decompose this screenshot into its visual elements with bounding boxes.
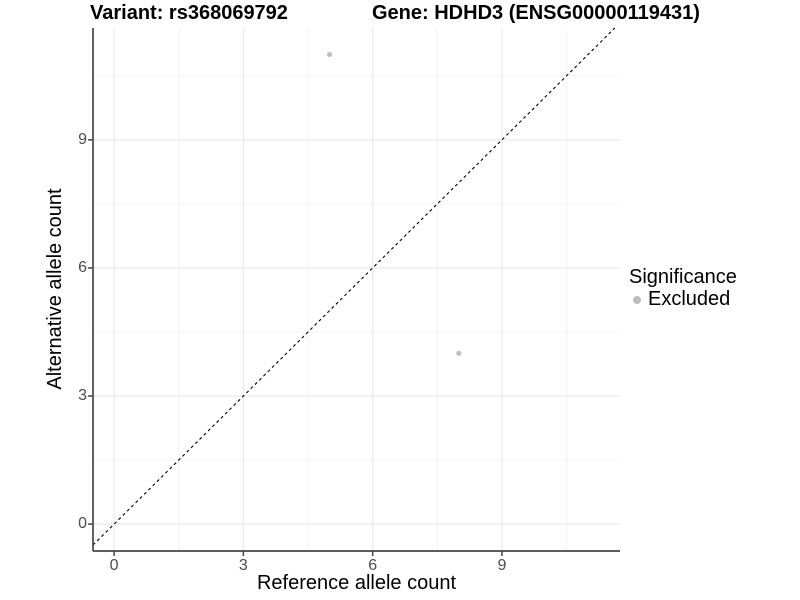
y-tick-label: 3 bbox=[78, 387, 87, 405]
data-point bbox=[326, 51, 333, 58]
legend: Significance Excluded bbox=[629, 266, 737, 310]
legend-item-label: Excluded bbox=[648, 288, 731, 310]
y-tick-label: 9 bbox=[78, 130, 87, 148]
y-axis-title: Alternative allele count bbox=[44, 188, 66, 390]
excluded-point-icon bbox=[633, 295, 641, 304]
legend-item-excluded: Excluded bbox=[629, 288, 737, 310]
plot-title-variant: Variant: rs368069792 bbox=[90, 2, 288, 24]
plot-title-gene: Gene: HDHD3 (ENSG00000119431) bbox=[372, 2, 700, 24]
x-tick-label: 3 bbox=[238, 557, 248, 574]
x-tick-label: 9 bbox=[497, 557, 507, 574]
y-tick-label: 6 bbox=[78, 258, 87, 276]
x-axis-title: Reference allele count bbox=[256, 572, 456, 594]
identity-reference-line bbox=[92, 27, 616, 546]
x-tick-label: 6 bbox=[368, 557, 378, 574]
data-point bbox=[456, 350, 462, 356]
y-tick-label: 0 bbox=[78, 515, 87, 533]
x-tick-label: 0 bbox=[109, 557, 119, 574]
legend-title: Significance bbox=[629, 266, 737, 288]
